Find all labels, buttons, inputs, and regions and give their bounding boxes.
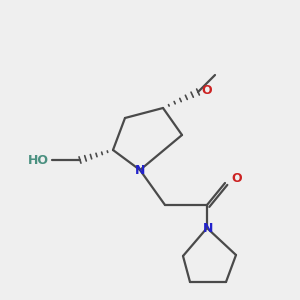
Text: O: O — [231, 172, 242, 184]
Text: HO: HO — [28, 154, 49, 166]
Text: O: O — [201, 85, 211, 98]
Text: N: N — [135, 164, 145, 178]
Text: N: N — [203, 223, 213, 236]
